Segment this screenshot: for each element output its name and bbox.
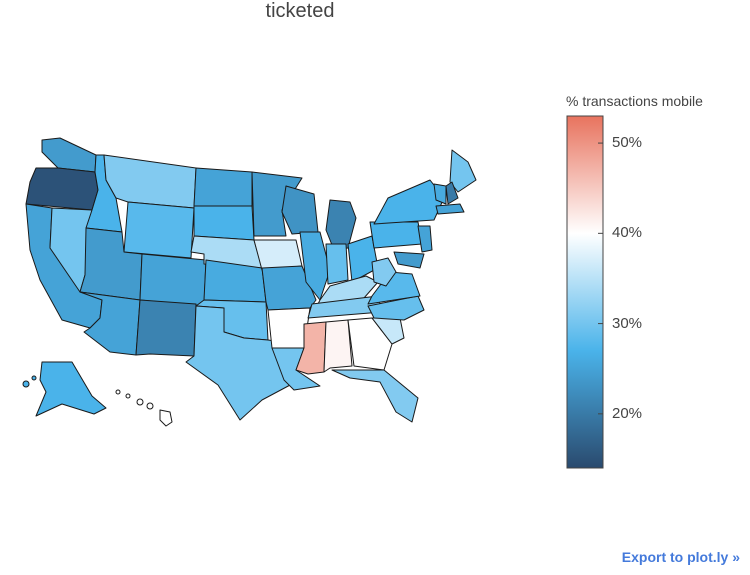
state-nm (135, 299, 197, 357)
hawaii-island (115, 389, 121, 395)
state-nj (417, 225, 433, 253)
state-wa (41, 137, 97, 173)
state-sd (193, 205, 255, 241)
state-me (449, 149, 477, 193)
state-nd (193, 167, 253, 207)
hawaii-island (125, 393, 131, 399)
state-ak (35, 361, 107, 417)
export-link[interactable]: Export to plot.ly » (621, 549, 740, 565)
state-ia (253, 239, 303, 271)
state-pa (369, 221, 423, 249)
hawaii-island (136, 398, 144, 406)
colorbar-gradient (566, 115, 604, 469)
colorbar-tick-20: 20% (612, 404, 643, 422)
state-ny (373, 179, 445, 225)
state-wy (123, 201, 195, 259)
state-il (299, 231, 331, 301)
colorbar-title: % transactions mobile (566, 93, 703, 109)
state-ma (435, 203, 465, 215)
colorbar-tick-30: 30% (612, 314, 643, 332)
state-or (25, 167, 99, 211)
chart-title: ticketed (265, 0, 335, 22)
colorbar (566, 115, 604, 469)
state-hi (159, 409, 173, 427)
alaska-island (22, 380, 30, 388)
colorbar-tick-40: 40% (612, 224, 643, 242)
state-in (325, 243, 349, 285)
state-ga (347, 317, 393, 371)
alaska-island (31, 375, 37, 381)
state-al (323, 319, 353, 373)
state-wi (281, 185, 319, 235)
state-mt (103, 154, 197, 209)
colorbar-tick-50: 50% (612, 134, 643, 152)
state-co (139, 253, 207, 307)
state-md (393, 251, 425, 269)
state-nh (445, 181, 459, 205)
state-wv (371, 257, 397, 287)
state-fl (331, 369, 419, 423)
us-choropleth-map (22, 137, 477, 427)
hawaii-island (146, 402, 154, 410)
state-vt (433, 183, 447, 205)
